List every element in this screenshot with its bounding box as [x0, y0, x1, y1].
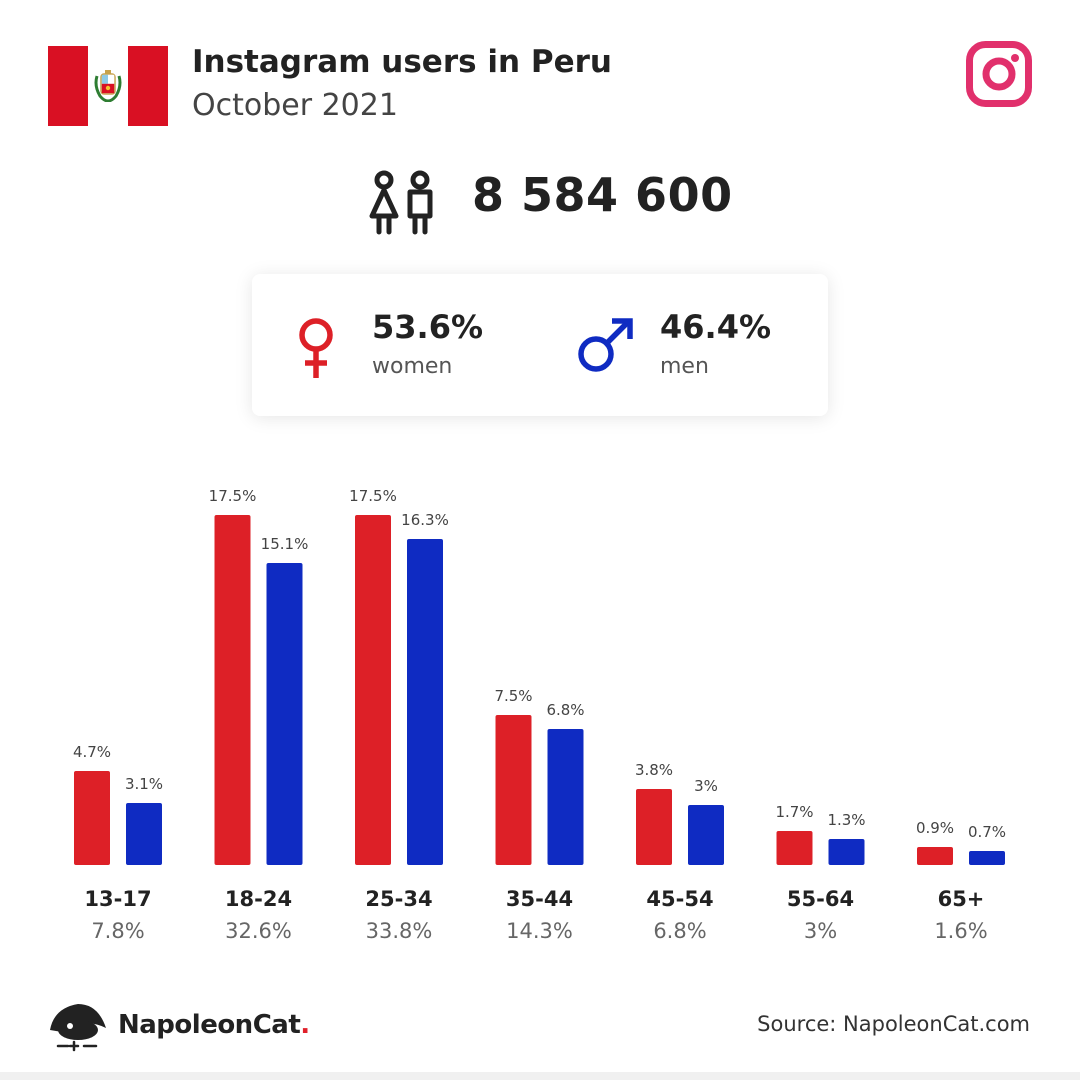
men-value-label: 6.8%: [546, 701, 584, 719]
women-bar: [776, 831, 813, 865]
women-value-label: 3.8%: [635, 761, 673, 779]
male-symbol-icon: [578, 318, 633, 372]
age-group-label: 45-54: [646, 887, 713, 911]
page-subtitle: October 2021: [192, 88, 398, 123]
peru-flag-icon: [48, 46, 168, 126]
men-value-label: 15.1%: [261, 535, 309, 553]
men-bar: [688, 805, 724, 865]
men-percentage: 46.4%: [660, 308, 772, 346]
age-group-total: 1.6%: [934, 919, 987, 943]
women-bar: [214, 515, 251, 865]
women-percentage: 53.6%: [372, 308, 484, 346]
age-group-total: 32.6%: [225, 919, 292, 943]
page-title: Instagram users in Peru: [192, 44, 612, 80]
women-label: women: [372, 354, 453, 379]
age-group-total: 33.8%: [366, 919, 433, 943]
female-symbol-icon: [299, 318, 333, 378]
total-users-count: 8 584 600: [472, 168, 733, 222]
men-bar: [266, 563, 303, 865]
men-value-label: 1.3%: [827, 811, 865, 829]
source-credit: Source: NapoleonCat.com: [757, 1012, 1030, 1036]
men-bar: [126, 803, 162, 865]
women-value-label: 17.5%: [349, 487, 397, 505]
women-bar: [917, 847, 953, 865]
age-gender-bar-chart: 4.7% 3.1% 13-17 7.8% 17.5% 15.1% 18-24 32.6% 17.…: [73, 487, 1006, 943]
women-bar: [74, 771, 110, 865]
napoleoncat-logo-icon: [50, 1004, 106, 1052]
women-bar: [495, 715, 532, 865]
bottom-divider: [0, 1072, 1080, 1080]
age-group-label: 13-17: [84, 887, 151, 911]
men-value-label: 3.1%: [125, 775, 163, 793]
instagram-icon: [966, 41, 1032, 107]
age-group-label: 18-24: [225, 887, 292, 911]
men-label: men: [660, 354, 709, 379]
men-value-label: 16.3%: [401, 511, 449, 529]
women-value-label: 17.5%: [209, 487, 257, 505]
men-bar: [828, 839, 865, 865]
people-icon: [369, 170, 433, 235]
women-bar: [636, 789, 672, 865]
age-group-label: 65+: [938, 887, 985, 911]
age-group-label: 55-64: [787, 887, 854, 911]
brand-logo-text: NapoleonCat.: [118, 1010, 310, 1040]
men-bar: [969, 851, 1005, 865]
women-value-label: 7.5%: [494, 687, 532, 705]
age-group-label: 25-34: [365, 887, 432, 911]
age-group-label: 35-44: [506, 887, 573, 911]
women-value-label: 4.7%: [73, 743, 111, 761]
age-group-total: 14.3%: [506, 919, 573, 943]
women-value-label: 1.7%: [775, 803, 813, 821]
men-bar: [547, 729, 584, 865]
age-group-total: 3%: [804, 919, 837, 943]
age-group-total: 7.8%: [91, 919, 144, 943]
women-value-label: 0.9%: [916, 819, 954, 837]
gender-split-card: 53.6% women 46.4% men: [252, 274, 828, 416]
age-group-total: 6.8%: [653, 919, 706, 943]
women-bar: [355, 515, 391, 865]
men-value-label: 3%: [694, 777, 718, 795]
men-bar: [407, 539, 443, 865]
men-value-label: 0.7%: [968, 823, 1006, 841]
